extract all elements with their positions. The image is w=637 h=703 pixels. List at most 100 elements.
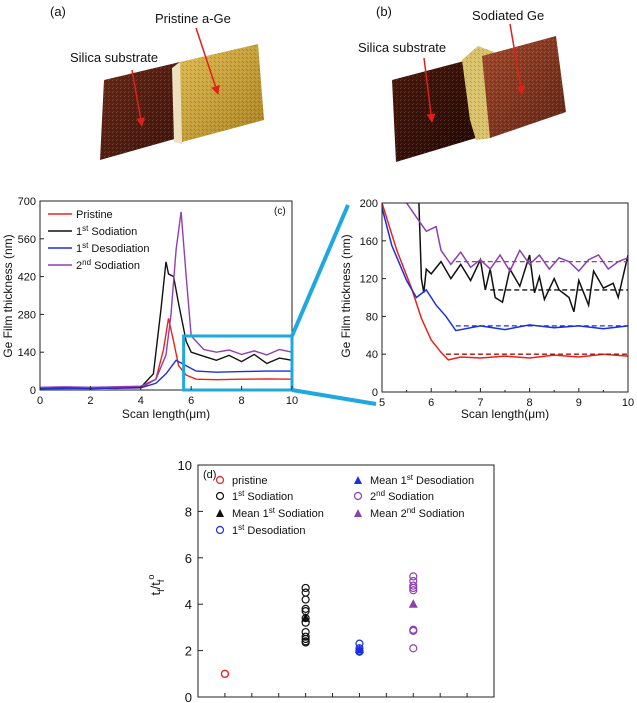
chart-zoom-xlabel: Scan length(μm) <box>461 407 549 421</box>
chart-zoom-ytick-label: 80 <box>366 311 378 323</box>
chart-zoom-ytick-label: 40 <box>366 349 378 361</box>
afm-b-label-substrate: Silica substrate <box>358 40 446 55</box>
chart-c-frame <box>39 200 293 391</box>
chart-c-zoom-box <box>182 334 294 392</box>
chart-c-series-line <box>39 261 293 390</box>
svg-text:tf/tfo: tf/tfo <box>146 575 166 596</box>
chart-zoom-ylabel: Ge Film thickness (nm) <box>339 234 353 357</box>
chart-c-xlabel: Scan length(μm) <box>122 407 210 421</box>
chart-d-legend: pristine 1st Sodiation Mean 1st Sodiation 1… <box>215 473 474 537</box>
chart-d-point <box>301 638 310 647</box>
chart-c-xtick-label: 6 <box>188 395 194 407</box>
afm-a-label-substrate: Silica substrate <box>70 50 158 65</box>
chart-d-ytick-label: 4 <box>185 597 192 612</box>
afm-image-b: (b) Silica substrate Sodiated Ge <box>358 4 566 162</box>
chart-zoom-xtick-label: 5 <box>379 397 385 409</box>
chart-d-point <box>220 669 230 678</box>
chart-d-point <box>301 604 310 613</box>
afm-b-arrow-substrate <box>423 57 436 123</box>
chart-zoom-series-line <box>418 203 628 312</box>
chart-c-legend-label: 1st Desodiation <box>76 241 150 255</box>
chart-zoom-xtick-label: 9 <box>576 397 582 409</box>
chart-d-legend-marker <box>215 525 225 535</box>
panel-label-d: (d) <box>203 469 216 481</box>
chart-d-point <box>301 583 310 593</box>
panel-label-c: (c) <box>274 206 286 217</box>
chart-zoom-xtick-label: 8 <box>527 397 533 409</box>
chart-d-point-mean <box>301 613 311 622</box>
chart-d-legend-marker <box>354 476 362 484</box>
chart-c-xtick-label: 2 <box>87 395 93 407</box>
chart-c-legend: Pristine 1st Sodiation 1st Desodiation 2nd … <box>48 209 150 272</box>
chart-d-point <box>409 572 418 581</box>
chart-d-ylabel: tf/tfo <box>146 575 166 596</box>
zoom-connector <box>290 204 377 406</box>
chart-zoom-xtick-label: 6 <box>428 397 434 409</box>
chart-zoom-xtick-label: 7 <box>477 397 483 409</box>
chart-c-series-line <box>39 211 293 389</box>
chart-c-ytick-label: 700 <box>18 196 36 208</box>
chart-d-ytick-label: 0 <box>185 690 192 703</box>
afm-image-a: (a) Silica substrate Pristine a-Ge <box>50 4 264 160</box>
panel-label-b: (b) <box>376 4 392 19</box>
chart-d-point <box>409 586 418 595</box>
panel-label-a: (a) <box>50 4 66 19</box>
chart-d-ytick-label: 8 <box>185 504 192 519</box>
afm-a-arrow-substrate <box>131 69 146 127</box>
afm-a-arrow-film <box>195 27 220 95</box>
chart-d-legend-marker <box>216 509 224 517</box>
chart-c-ytick-label: 0 <box>30 385 36 397</box>
chart-c-ytick-label: 140 <box>18 347 36 359</box>
chart-d-legend-label: 2nd Sodiation <box>370 489 434 503</box>
chart-d-point <box>409 581 418 590</box>
chart-d-legend-marker <box>354 509 362 517</box>
chart-d-point <box>301 588 310 597</box>
afm-b-arrow-film <box>509 23 526 95</box>
chart-c-ytick-label: 420 <box>18 272 36 284</box>
chart-d-legend-label: Mean 1st Sodiation <box>232 506 324 520</box>
chart-d-ytick-label: 2 <box>185 644 192 659</box>
chart-zoom-ytick-label: 120 <box>360 274 378 286</box>
chart-d-legend-label: 1st Sodiation <box>232 489 293 503</box>
chart-d-point <box>409 644 418 653</box>
chart-d-ytick-label: 6 <box>185 551 192 566</box>
chart-zoom-xtick-label: 10 <box>622 397 634 409</box>
afm-a-label-film: Pristine a-Ge <box>155 11 231 26</box>
chart-d-legend-marker <box>215 491 225 501</box>
chart-c-ytick-label: 560 <box>18 234 36 246</box>
chart-d-legend-marker <box>215 475 225 485</box>
chart-zoom-frame <box>381 202 629 393</box>
chart-d: 0 2 4 6 8 10 (d) tf/tfo pristine 1st Sodiation… <box>146 458 495 703</box>
chart-d-point <box>301 632 310 641</box>
chart-d-point <box>301 634 310 644</box>
chart-d-point-mean <box>408 599 418 608</box>
chart-zoom-plot-area <box>382 203 628 361</box>
chart-c-xtick-label: 10 <box>286 395 298 407</box>
chart-zoom-ytick-label: 200 <box>360 198 378 210</box>
chart-d-ytick-label: 10 <box>178 458 192 473</box>
chart-zoom-series-line <box>382 203 628 361</box>
chart-d-legend-marker <box>353 491 363 501</box>
chart-zoom: 5 6 7 8 9 10 0 40 80 120 160 200 Scan length(μm) Ge… <box>339 198 634 421</box>
chart-c-legend-label: 2nd Sodiation <box>76 258 140 272</box>
chart-d-point <box>301 595 310 604</box>
chart-c-xtick-label: 8 <box>239 395 245 407</box>
afm-b-label-film: Sodiated Ge <box>472 8 544 23</box>
chart-d-point-mean <box>354 644 364 653</box>
chart-d-point <box>409 626 418 635</box>
chart-zoom-ytick-label: 160 <box>360 236 378 248</box>
chart-c-series-line <box>39 359 292 390</box>
chart-d-frame <box>197 464 495 698</box>
chart-c-xtick-label: 0 <box>37 395 43 407</box>
chart-c-ylabel: Ge Film thickness (nm) <box>1 234 15 357</box>
chart-d-point <box>409 583 418 593</box>
chart-c: 0 2 4 6 8 10 0 140 280 420 560 700 (c) Scan length(… <box>1 196 298 421</box>
chart-zoom-series-line <box>405 203 628 273</box>
chart-d-legend-label: Mean 2nd Sodiation <box>370 506 465 520</box>
chart-d-legend-label: 1st Desodiation <box>232 523 306 537</box>
chart-d-legend-label: pristine <box>232 475 267 487</box>
chart-zoom-ytick-label: 0 <box>372 387 378 399</box>
chart-c-xtick-label: 4 <box>138 395 144 407</box>
chart-c-legend-label: 1st Sodiation <box>76 224 137 238</box>
